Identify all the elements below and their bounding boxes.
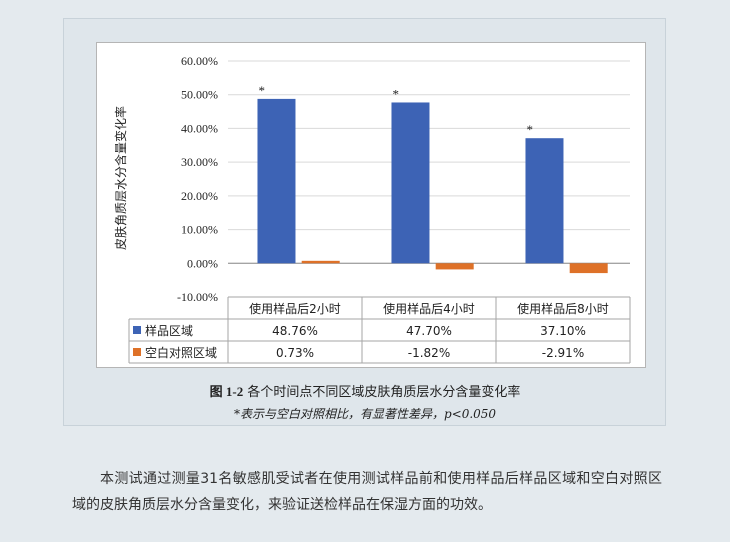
- data-label: -1.82%: [408, 346, 450, 360]
- y-tick-label: 0.00%: [187, 256, 218, 270]
- category-label: 使用样品后8小时: [517, 301, 609, 316]
- bar: [391, 102, 430, 264]
- y-tick-label: 40.00%: [181, 121, 218, 135]
- description-paragraph: 本测试通过测量31名敏感肌受试者在使用测试样品前和使用样品后样品区域和空白对照区…: [72, 471, 662, 513]
- category-label: 使用样品后4小时: [383, 301, 475, 316]
- legend-swatch: [133, 326, 141, 334]
- bar: [301, 260, 340, 264]
- significance-mark: *: [526, 122, 533, 137]
- y-tick-label: 20.00%: [181, 189, 218, 203]
- data-label: -2.91%: [542, 346, 584, 360]
- y-axis-label: 皮肤角质层水分含量变化率: [113, 106, 128, 250]
- figure-title: 各个时间点不同区域皮肤角质层水分含量变化率: [247, 385, 521, 400]
- y-tick-label: 50.00%: [181, 88, 218, 102]
- significance-mark: *: [392, 86, 399, 101]
- bar: [257, 98, 296, 264]
- figure-number: 图 1-2: [209, 384, 244, 399]
- significance-mark: *: [258, 83, 265, 98]
- y-tick-label: 30.00%: [181, 155, 218, 169]
- significance-note: *表示与空白对照相比，有显著性差异，p<0.050: [233, 407, 497, 421]
- data-label: 48.76%: [272, 324, 318, 338]
- bar: [569, 263, 608, 274]
- bar: [435, 263, 474, 270]
- category-label: 使用样品后2小时: [249, 301, 341, 316]
- data-label: 47.70%: [406, 324, 452, 338]
- y-tick-label: 10.00%: [181, 223, 218, 237]
- legend-entry: 样品区域: [145, 323, 193, 338]
- bar: [525, 138, 564, 264]
- legend-entry: 空白对照区域: [145, 345, 217, 360]
- figure-caption: 图 1-2 各个时间点不同区域皮肤角质层水分含量变化率: [0, 381, 730, 400]
- legend-swatch: [133, 348, 141, 356]
- data-label: 0.73%: [276, 346, 314, 360]
- data-label: 37.10%: [540, 324, 586, 338]
- y-tick-label: 60.00%: [181, 54, 218, 68]
- y-tick-label: -10.00%: [177, 290, 218, 304]
